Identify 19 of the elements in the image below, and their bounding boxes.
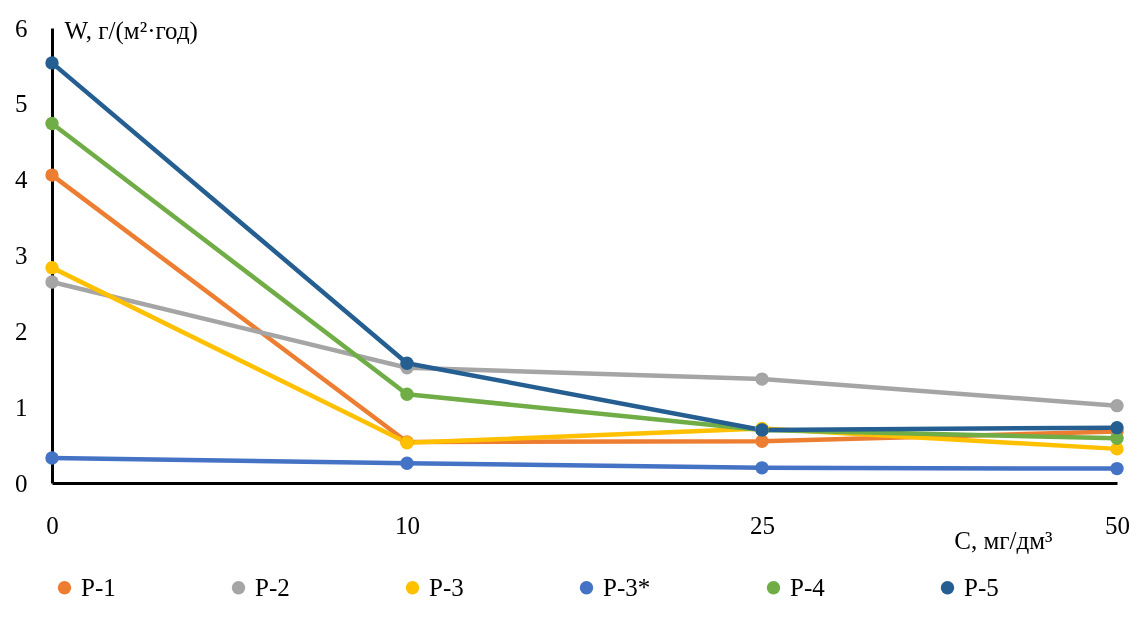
legend-label: Р-3* <box>603 573 651 601</box>
y-tick-label: 0 <box>15 469 28 497</box>
y-tick-label: 3 <box>15 242 28 269</box>
y-tick-label: 6 <box>15 14 28 42</box>
x-axis-title: C, мг/дм³ <box>954 526 1053 554</box>
y-axis-title: W, г/(м²·год) <box>64 16 198 45</box>
legend-label: Р-2 <box>255 573 290 601</box>
x-tick-label: 50 <box>1105 511 1130 539</box>
y-tick-label: 4 <box>15 166 28 194</box>
legend-label: Р-3 <box>429 573 464 601</box>
legend-label: Р-5 <box>964 573 999 601</box>
legend-label: Р-1 <box>81 573 116 601</box>
y-tick-label: 5 <box>15 90 28 118</box>
x-tick-label: 0 <box>46 511 59 539</box>
x-tick-label: 25 <box>750 511 775 539</box>
x-tick-label: 10 <box>395 511 420 539</box>
y-tick-label: 2 <box>15 317 28 345</box>
y-tick-label: 1 <box>15 393 28 421</box>
legend-label: Р-4 <box>790 573 826 601</box>
